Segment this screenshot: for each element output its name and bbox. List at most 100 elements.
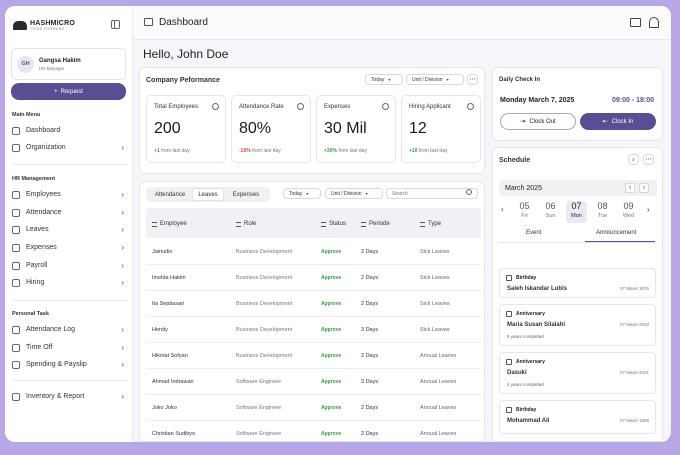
sidebar-item-organization[interactable]: Organization ›: [12, 140, 128, 155]
announcement-type-label: Birthday: [516, 407, 537, 413]
cell-role: Business Development: [236, 301, 293, 307]
column-role[interactable]: Role: [236, 221, 256, 227]
box-icon: [12, 392, 20, 401]
request-button[interactable]: + Request: [11, 83, 126, 100]
sidebar-item-hiring[interactable]: Hiring ›: [12, 275, 128, 290]
search-icon[interactable]: ⌕: [628, 154, 639, 165]
tab-attendance[interactable]: Attendance: [154, 191, 186, 198]
sidebar-item-label: Time Off: [26, 344, 53, 351]
info-icon[interactable]: [212, 103, 219, 110]
announcement-type-label: Anniversary: [516, 359, 545, 365]
kpi-delta-text: from last day: [418, 148, 448, 154]
period-select[interactable]: Today ▾: [365, 74, 403, 85]
cell-type: Annual Leaves: [420, 353, 457, 359]
tab-expenses[interactable]: Expenses: [232, 191, 260, 198]
chevron-right-icon: ›: [121, 261, 124, 270]
column-employee[interactable]: Employee: [152, 221, 187, 227]
column-label: Periode: [369, 221, 390, 227]
day-09[interactable]: 09 Wed: [618, 201, 639, 223]
sidebar-item-expenses[interactable]: Expenses ›: [12, 240, 128, 255]
prev-month-icon[interactable]: ‹: [625, 183, 635, 193]
unit-select[interactable]: Unit / Division ▾: [325, 188, 383, 199]
announcement-item[interactable]: Birthday Saleh Iskandar Lubis 07 Maret 1…: [499, 268, 656, 298]
table-row[interactable]: Jainudin Business Development Approve 2 …: [146, 239, 481, 265]
info-icon[interactable]: [297, 103, 304, 110]
cell-role: Business Development: [236, 353, 293, 359]
table-row[interactable]: Christian Sudibyo Software Engineer Appr…: [146, 421, 481, 441]
sidebar-item-dashboard[interactable]: Dashboard: [12, 123, 128, 138]
kpi-delta: +30% from last day: [324, 148, 367, 154]
day-weekday: Fri: [521, 213, 528, 219]
sidebar-item-leaves[interactable]: Leaves ›: [12, 222, 128, 237]
search-input[interactable]: [386, 188, 478, 199]
cell-role: Business Development: [236, 327, 293, 333]
more-icon[interactable]: ⋯: [643, 154, 654, 165]
cell-periode: 2 Days: [361, 275, 379, 281]
unit-select[interactable]: Unit / Division ▾: [406, 74, 464, 85]
home-icon: [144, 18, 153, 26]
cell-status: Approve: [321, 431, 342, 437]
sidebar-item-inventory-report[interactable]: Inventory & Report ›: [12, 389, 128, 404]
chat-icon[interactable]: [630, 18, 641, 27]
column-status[interactable]: Status: [321, 221, 346, 227]
day-weekday: Sun: [545, 213, 556, 219]
table-row[interactable]: Ita Septiasari Business Development Appr…: [146, 291, 481, 317]
sidebar-item-spending-payslip[interactable]: Spending & Payslip ›: [12, 357, 128, 372]
sidebar-item-attendance-log[interactable]: Attendance Log ›: [12, 322, 128, 337]
column-label: Employee: [160, 221, 187, 227]
logo-text: HASHMICRO: [30, 20, 75, 27]
kpi-delta-text: from last day: [338, 148, 367, 154]
table-row[interactable]: Joko Joko Software Engineer Approve 2 Da…: [146, 395, 481, 421]
cell-status: Approve: [321, 405, 342, 411]
next-month-icon[interactable]: ›: [639, 183, 649, 193]
sidebar-item-attendance[interactable]: Attendance ›: [12, 205, 128, 220]
profile-card[interactable]: GH Gangsa Hakim HR Manager: [11, 48, 126, 80]
timer-icon: [12, 343, 20, 352]
cell-type: Sick Leaves: [420, 275, 450, 281]
day-08[interactable]: 08 Tue: [592, 201, 613, 223]
table-row[interactable]: Hikmat Sofyan Business Development Appro…: [146, 343, 481, 369]
profile-role: HR Manager: [39, 65, 65, 71]
tab-event[interactable]: Event: [526, 230, 542, 236]
bell-icon[interactable]: [649, 17, 659, 28]
tab-announcement[interactable]: Announcement: [596, 230, 637, 236]
table-row[interactable]: Hendy Business Development Approve 3 Day…: [146, 317, 481, 343]
tab-leaves[interactable]: Leaves: [192, 188, 224, 201]
day-05[interactable]: 05 Fri: [514, 201, 535, 223]
column-periode[interactable]: Periode: [361, 221, 390, 227]
day-06[interactable]: 06 Sun: [540, 201, 561, 223]
info-icon[interactable]: [382, 103, 389, 110]
logout-icon: ⇥: [520, 119, 526, 125]
day-number: 08: [597, 201, 608, 211]
location-icon: [12, 325, 20, 334]
sort-icon: [321, 221, 326, 227]
clock-in-button[interactable]: ⇤ Clock In: [580, 113, 656, 130]
info-icon[interactable]: [467, 103, 474, 110]
cell-employee: Hendy: [152, 327, 168, 333]
clock-out-button[interactable]: ⇥ Clock Out: [500, 113, 576, 130]
chevron-left-icon[interactable]: ‹: [501, 205, 504, 214]
collapse-sidebar-icon[interactable]: [111, 20, 120, 29]
kpi-value: 12: [409, 120, 427, 137]
chevron-right-icon[interactable]: ›: [647, 205, 650, 214]
table-row[interactable]: Imelda Hakim Business Development Approv…: [146, 265, 481, 291]
day-07-selected[interactable]: 07 Mon: [566, 201, 587, 223]
kpi-delta: +10 from last day: [409, 148, 448, 154]
kpi-delta-value: +1: [154, 148, 160, 154]
period-select[interactable]: Today ▾: [283, 188, 321, 199]
chevron-right-icon: ›: [121, 208, 124, 217]
sidebar-item-payroll[interactable]: Payroll ›: [12, 258, 128, 273]
announcement-item[interactable]: Birthday Mohammad Ali 07 Maret 1986: [499, 400, 656, 434]
kpi-delta-value: +30%: [324, 148, 337, 154]
sidebar-item-employees[interactable]: Employees ›: [12, 187, 128, 202]
sidebar-item-time-off[interactable]: Time Off ›: [12, 340, 128, 355]
more-icon[interactable]: ⋯: [467, 74, 478, 85]
kpi-delta-text: from last day: [252, 148, 281, 154]
column-type[interactable]: Type: [420, 221, 441, 227]
announcement-item[interactable]: Anniversary Maria Susan Silalahi 07 Mare…: [499, 304, 656, 346]
announcement-item[interactable]: Anniversary Dasuki 07 Maret 2021 4 years…: [499, 352, 656, 394]
table-row[interactable]: Ahmad Indrawan Software Engineer Approve…: [146, 369, 481, 395]
sidebar-item-label: Hiring: [26, 279, 45, 286]
chevron-right-icon: ›: [121, 190, 124, 199]
kpi-value: 80%: [239, 120, 272, 137]
